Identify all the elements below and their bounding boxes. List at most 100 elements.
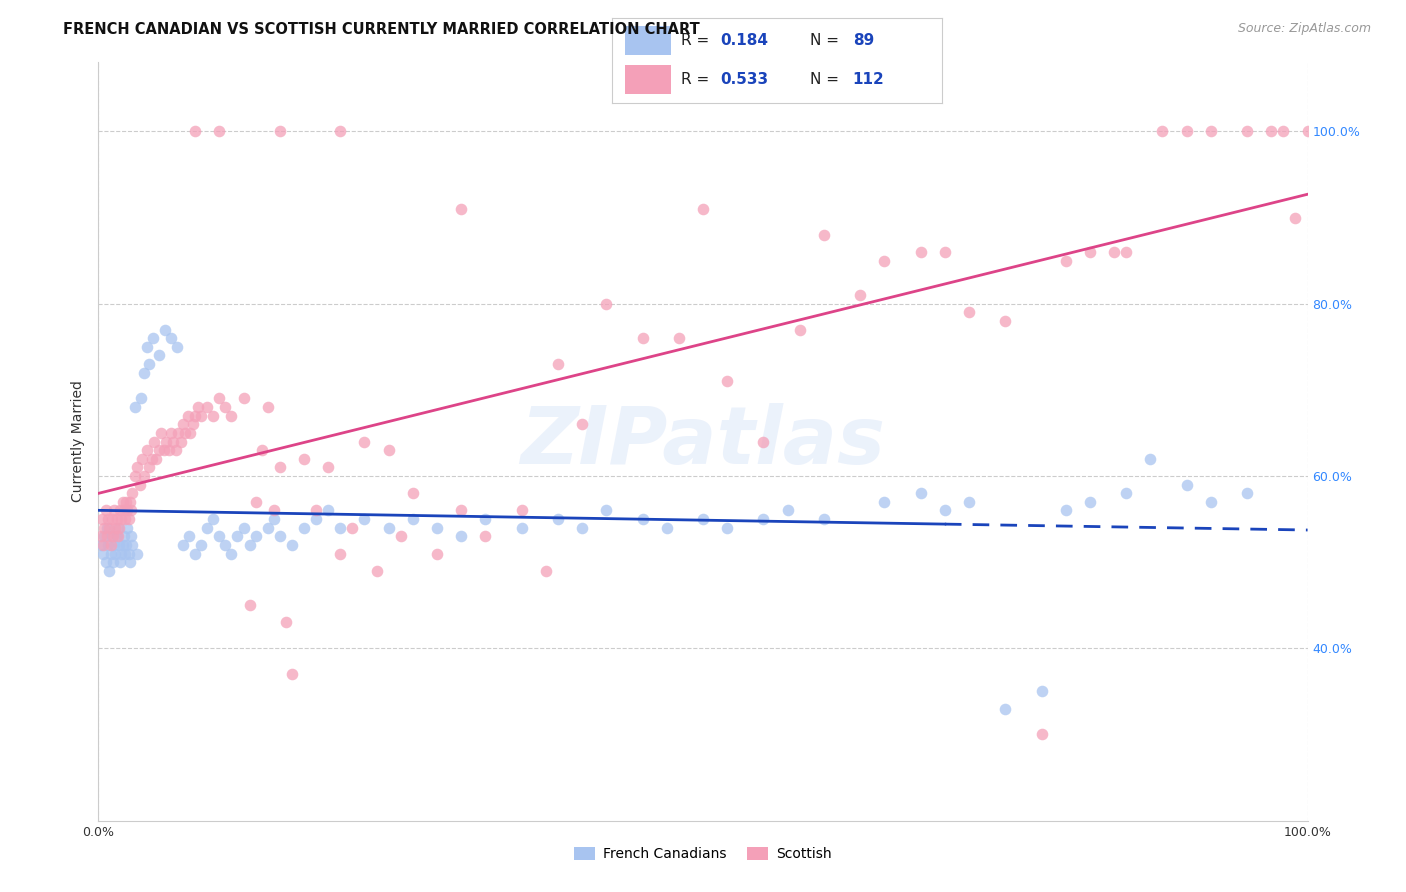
Point xyxy=(256,400,278,414)
Point xyxy=(269,529,291,543)
Point xyxy=(1031,727,1053,741)
Point xyxy=(94,503,117,517)
Point xyxy=(994,701,1017,715)
Point xyxy=(263,512,285,526)
Point xyxy=(571,417,593,432)
Point xyxy=(135,340,157,354)
Point xyxy=(631,331,654,345)
Point xyxy=(145,451,167,466)
Point xyxy=(292,521,315,535)
Point xyxy=(98,564,121,578)
Point xyxy=(1078,244,1101,259)
Point xyxy=(195,400,218,414)
Point xyxy=(104,547,127,561)
Point xyxy=(128,477,150,491)
Point xyxy=(1296,124,1319,138)
Point xyxy=(239,538,262,552)
Point xyxy=(121,486,143,500)
Point xyxy=(148,443,170,458)
Point xyxy=(93,529,115,543)
Point xyxy=(184,124,207,138)
Point xyxy=(131,451,153,466)
Point xyxy=(934,503,956,517)
Point xyxy=(124,469,146,483)
Point xyxy=(389,529,412,543)
Point xyxy=(107,521,129,535)
Point xyxy=(813,227,835,242)
Text: N =: N = xyxy=(810,72,844,87)
Point xyxy=(108,521,131,535)
Point xyxy=(281,538,304,552)
Point xyxy=(692,202,714,216)
Point xyxy=(910,244,932,259)
Point xyxy=(450,529,472,543)
Point xyxy=(510,521,533,535)
Point xyxy=(1078,495,1101,509)
Point xyxy=(105,512,128,526)
Text: 89: 89 xyxy=(853,33,875,48)
Point xyxy=(256,521,278,535)
Point xyxy=(138,460,160,475)
Point xyxy=(208,392,231,406)
Point xyxy=(103,503,125,517)
Point xyxy=(245,529,267,543)
Point xyxy=(873,495,896,509)
Point xyxy=(172,417,194,432)
Point xyxy=(108,538,131,552)
Point xyxy=(165,443,187,458)
Point xyxy=(426,521,449,535)
Point xyxy=(377,521,399,535)
Point xyxy=(98,521,121,535)
Point xyxy=(96,521,118,535)
Point xyxy=(934,244,956,259)
Point xyxy=(190,409,212,423)
Point xyxy=(181,417,204,432)
Point xyxy=(595,503,617,517)
Point xyxy=(167,425,190,440)
Point xyxy=(143,434,166,449)
Point xyxy=(96,529,118,543)
Point xyxy=(166,340,188,354)
Point xyxy=(118,555,141,569)
Point xyxy=(134,469,156,483)
Point xyxy=(716,521,738,535)
Point xyxy=(250,443,273,458)
Point xyxy=(120,503,142,517)
Point xyxy=(100,512,122,526)
Point xyxy=(232,392,254,406)
Point xyxy=(269,124,291,138)
Point xyxy=(329,521,352,535)
Point xyxy=(716,374,738,388)
Point xyxy=(1284,211,1306,225)
Point xyxy=(187,400,209,414)
Point xyxy=(112,503,135,517)
Point xyxy=(1236,486,1258,500)
Point xyxy=(547,512,569,526)
Point xyxy=(184,547,207,561)
Point xyxy=(155,434,177,449)
Point xyxy=(1115,244,1137,259)
Point xyxy=(910,486,932,500)
Point xyxy=(1139,451,1161,466)
Point xyxy=(114,512,136,526)
Text: ZIPatlas: ZIPatlas xyxy=(520,402,886,481)
Text: R =: R = xyxy=(681,33,714,48)
Text: 112: 112 xyxy=(853,72,884,87)
Point xyxy=(226,529,249,543)
Point xyxy=(957,495,980,509)
Point xyxy=(97,512,120,526)
Point xyxy=(655,521,678,535)
Point xyxy=(1272,124,1295,138)
Point xyxy=(342,521,364,535)
Point xyxy=(107,529,129,543)
Point xyxy=(127,547,149,561)
Point xyxy=(1054,253,1077,268)
Point xyxy=(329,547,352,561)
Point xyxy=(100,547,122,561)
Point xyxy=(547,357,569,371)
Point xyxy=(1199,124,1222,138)
Point xyxy=(776,503,799,517)
Point xyxy=(134,366,156,380)
Point xyxy=(1152,124,1174,138)
Point xyxy=(148,348,170,362)
